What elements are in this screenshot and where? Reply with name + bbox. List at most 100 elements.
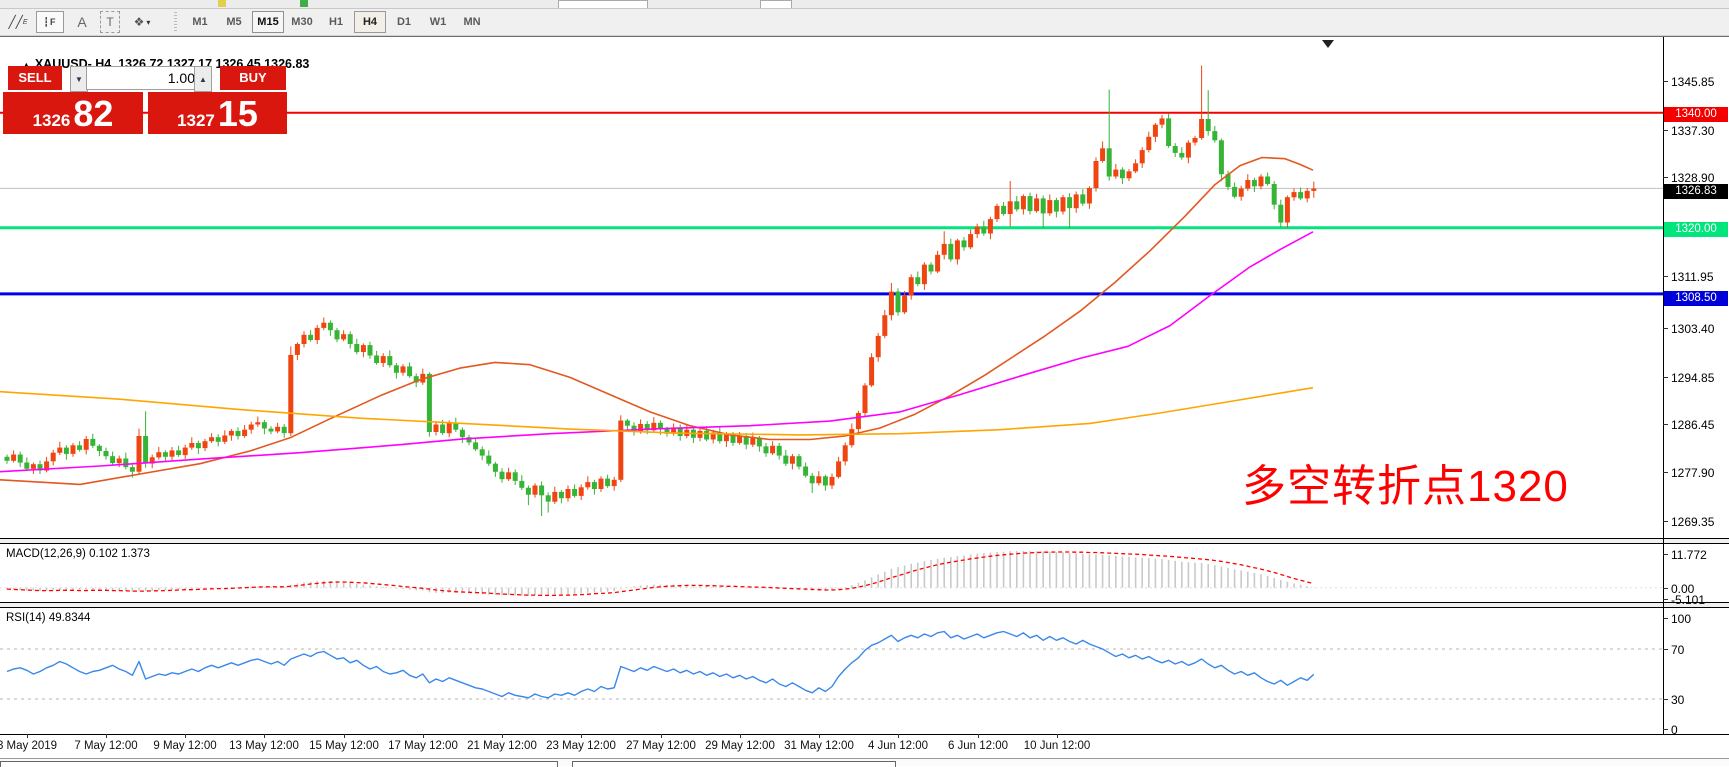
panel-separator-gap[interactable] bbox=[0, 603, 1729, 607]
time-tick bbox=[581, 734, 582, 738]
rsi-label: RSI(14) 49.8344 bbox=[6, 612, 91, 624]
candle-body bbox=[473, 442, 479, 450]
candle-body bbox=[354, 344, 360, 353]
candle-body bbox=[215, 437, 221, 442]
sell-button[interactable]: SELL bbox=[8, 66, 62, 90]
tf-button-h4[interactable]: H4 bbox=[354, 11, 386, 33]
time-tick bbox=[502, 734, 503, 738]
collapse-arrow-icon[interactable]: ▲ bbox=[21, 60, 31, 70]
candle-body bbox=[77, 445, 83, 450]
buy-button[interactable]: BUY bbox=[220, 66, 286, 90]
macd-panel[interactable] bbox=[0, 550, 1663, 597]
candle-body bbox=[37, 464, 43, 471]
candle-body bbox=[228, 430, 234, 436]
candle-body bbox=[374, 355, 380, 363]
chart-tab-fragment bbox=[0, 761, 558, 767]
candle-body bbox=[44, 461, 50, 471]
scale-tick bbox=[1663, 276, 1668, 277]
panel-separator[interactable] bbox=[0, 607, 1729, 608]
scale-label: 0 bbox=[1671, 723, 1678, 737]
candle-body bbox=[822, 476, 828, 486]
bid-price-button[interactable]: 1326 82 bbox=[3, 92, 143, 134]
scale-label: 11.772 bbox=[1671, 548, 1707, 562]
candle-body bbox=[1100, 148, 1106, 161]
candle-body bbox=[1047, 200, 1053, 214]
scale-tick bbox=[1663, 177, 1668, 178]
scale-tick bbox=[1663, 699, 1668, 700]
candle-body bbox=[413, 376, 419, 383]
tf-button-m15[interactable]: M15 bbox=[252, 11, 284, 33]
tf-button-d1[interactable]: D1 bbox=[396, 16, 412, 28]
candle-body bbox=[902, 295, 908, 313]
candle-body bbox=[585, 482, 591, 488]
candle-body bbox=[1027, 196, 1033, 212]
candle-body bbox=[176, 450, 182, 455]
panel-separator[interactable] bbox=[0, 602, 1729, 603]
candle-body bbox=[631, 425, 637, 432]
panel-separator-gap[interactable] bbox=[0, 539, 1729, 543]
candle-body bbox=[261, 422, 267, 429]
price-badge-1320.00: 1320.00 bbox=[1664, 222, 1728, 237]
candle-body bbox=[750, 437, 756, 445]
candle-body bbox=[783, 455, 789, 464]
candle-body bbox=[1113, 169, 1119, 177]
tf-button-m5[interactable]: M5 bbox=[226, 16, 242, 28]
ask-price-button[interactable]: 1327 15 bbox=[148, 92, 287, 134]
panel-separator[interactable] bbox=[0, 538, 1729, 539]
tf-button-h1[interactable]: H1 bbox=[328, 16, 344, 28]
toolbar-grip[interactable] bbox=[174, 12, 177, 32]
candle-body bbox=[961, 240, 967, 248]
candle-body bbox=[347, 334, 353, 344]
candle-body bbox=[1040, 198, 1046, 214]
chart-tab-fragment bbox=[572, 761, 896, 767]
candle-body bbox=[1034, 198, 1040, 212]
chart-shift-marker-icon[interactable] bbox=[1322, 40, 1334, 48]
tf-button-m30[interactable]: M30 bbox=[291, 16, 313, 28]
time-label: 6 Jun 12:00 bbox=[947, 740, 1009, 752]
candle-body bbox=[1073, 194, 1079, 209]
main-panel[interactable] bbox=[0, 65, 1663, 517]
time-label: 29 May 12:00 bbox=[705, 740, 775, 752]
scale-label: 0.00 bbox=[1671, 582, 1695, 596]
text-box-icon[interactable]: T bbox=[100, 11, 120, 33]
time-label: 27 May 12:00 bbox=[626, 740, 696, 752]
fibonacci-grid-icon[interactable]: ┇ F bbox=[36, 11, 64, 33]
candle-body bbox=[539, 485, 545, 496]
time-label: 4 Jun 12:00 bbox=[867, 740, 929, 752]
volume-input[interactable]: 1.00 bbox=[86, 66, 204, 90]
time-tick bbox=[1057, 734, 1058, 738]
candle-body bbox=[789, 456, 795, 464]
tf-button-mn[interactable]: MN bbox=[463, 16, 481, 28]
candle-body bbox=[697, 430, 703, 438]
arrows-tool-icon[interactable]: ❖ ▾ bbox=[133, 15, 151, 29]
ask-price-big: 15 bbox=[217, 93, 258, 134]
chart-canvas[interactable] bbox=[0, 37, 1729, 759]
text-label-icon[interactable]: A bbox=[77, 14, 87, 30]
candle-body bbox=[387, 356, 393, 366]
price-scale-border[interactable] bbox=[1663, 37, 1664, 734]
candle-body bbox=[506, 472, 512, 480]
line-studies-icon[interactable]: ╱╱ E bbox=[8, 15, 28, 29]
candle-body bbox=[182, 447, 188, 456]
candle-body bbox=[156, 452, 162, 458]
candle-body bbox=[400, 366, 406, 373]
candle-body bbox=[657, 422, 663, 430]
candle-body bbox=[1093, 161, 1099, 188]
candle-body bbox=[915, 277, 921, 285]
candle-body bbox=[974, 226, 980, 235]
tf-button-w1[interactable]: W1 bbox=[429, 16, 447, 28]
candle-body bbox=[90, 438, 96, 446]
scale-tick bbox=[1663, 618, 1668, 619]
rsi-panel[interactable] bbox=[0, 630, 1663, 700]
candle-body bbox=[222, 435, 228, 442]
scale-tick bbox=[1663, 472, 1668, 473]
candle-body bbox=[770, 445, 776, 454]
scale-tick bbox=[1663, 599, 1668, 600]
candle-body bbox=[552, 491, 558, 502]
candle-body bbox=[1152, 124, 1158, 137]
volume-increase-button[interactable]: ▲ bbox=[194, 66, 212, 92]
candle-body bbox=[1179, 152, 1185, 158]
candle-body bbox=[83, 438, 89, 450]
tf-button-m1[interactable]: M1 bbox=[192, 16, 208, 28]
panel-separator[interactable] bbox=[0, 543, 1729, 544]
